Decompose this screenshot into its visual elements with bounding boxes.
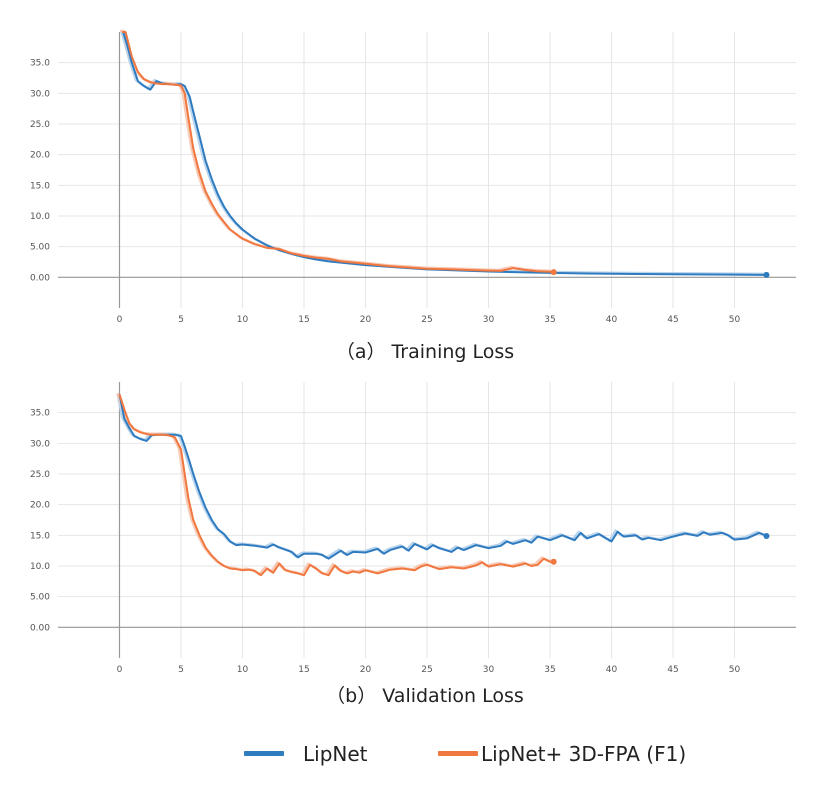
validation-fpa-line bbox=[118, 393, 554, 577]
validation-lipnet-line bbox=[118, 394, 767, 560]
validation-x-tick-label: 30 bbox=[483, 665, 495, 675]
training-x-tick-label: 35 bbox=[544, 315, 555, 325]
validation-y-tick-label: 10.0 bbox=[30, 562, 50, 572]
validation-x-tick-label: 10 bbox=[237, 665, 249, 675]
validation-tick-labels: 0 5 10 15 20 25 30 35 40 45 50 0.00 5.00 10.0 15.0 20.0… bbox=[30, 409, 741, 675]
training-x-tick-label: 25 bbox=[421, 315, 432, 325]
legend-label-lipnet: LipNet bbox=[303, 742, 368, 766]
validation-raw-lines bbox=[116, 392, 765, 576]
training-x-tick-label: 40 bbox=[606, 315, 618, 325]
training-y-tick-label: 25.0 bbox=[30, 120, 50, 130]
training-grid bbox=[58, 32, 796, 308]
validation-x-tick-label: 5 bbox=[178, 665, 184, 675]
validation-x-tick-label: 40 bbox=[606, 665, 618, 675]
validation-lipnet-endpoint bbox=[763, 532, 770, 539]
training-x-tick-label: 20 bbox=[360, 315, 372, 325]
validation-loss-caption: （b） Validation Loss bbox=[326, 685, 524, 707]
training-series bbox=[122, 31, 770, 278]
validation-y-tick-label: 5.00 bbox=[30, 593, 50, 603]
validation-x-tick-label: 45 bbox=[667, 665, 678, 675]
training-loss-caption: （a） Training Loss bbox=[336, 341, 514, 363]
validation-y-tick-label: 0.00 bbox=[30, 623, 50, 633]
training-loss-panel: 0 5 10 15 20 25 30 35 40 45 50 0.00 5.00 10.0 15.0 20.0… bbox=[30, 29, 796, 363]
validation-fpa-endpoint bbox=[550, 558, 557, 565]
training-fpa-line bbox=[122, 31, 554, 274]
training-x-tick-label: 30 bbox=[483, 315, 495, 325]
validation-x-tick-label: 20 bbox=[360, 665, 372, 675]
training-x-tick-label: 50 bbox=[729, 315, 741, 325]
training-y-tick-label: 15.0 bbox=[30, 181, 50, 191]
training-lipnet-raw-line bbox=[120, 30, 765, 276]
training-x-tick-label: 45 bbox=[667, 315, 678, 325]
validation-grid bbox=[58, 382, 796, 658]
training-lipnet-endpoint bbox=[763, 271, 770, 278]
validation-loss-panel: 0 5 10 15 20 25 30 35 40 45 50 0.00 5.00 10.0 15.0 20.0… bbox=[30, 382, 796, 707]
legend-label-fpa: LipNet+ 3D-FPA (F1) bbox=[481, 742, 686, 766]
training-y-tick-label: 5.00 bbox=[30, 243, 50, 253]
validation-y-tick-label: 30.0 bbox=[30, 439, 50, 449]
validation-x-tick-label: 35 bbox=[544, 665, 555, 675]
validation-x-tick-label: 0 bbox=[117, 665, 123, 675]
training-raw-lines bbox=[120, 29, 765, 276]
training-y-tick-label: 0.00 bbox=[30, 273, 50, 283]
training-y-tick-label: 20.0 bbox=[30, 151, 50, 161]
validation-y-tick-label: 35.0 bbox=[30, 409, 50, 419]
legend-swatch-lipnet bbox=[244, 751, 284, 756]
validation-y-tick-label: 25.0 bbox=[30, 470, 50, 480]
validation-y-tick-label: 15.0 bbox=[30, 531, 50, 541]
training-x-tick-label: 0 bbox=[117, 315, 123, 325]
training-fpa-raw-line bbox=[120, 29, 552, 273]
validation-x-tick-label: 25 bbox=[421, 665, 432, 675]
training-y-tick-label: 30.0 bbox=[30, 89, 50, 99]
validation-series bbox=[118, 393, 770, 577]
training-x-tick-label: 15 bbox=[298, 315, 309, 325]
training-lipnet-line bbox=[122, 31, 767, 276]
validation-x-tick-label: 15 bbox=[298, 665, 309, 675]
training-x-tick-label: 10 bbox=[237, 315, 249, 325]
legend: LipNet LipNet+ 3D-FPA (F1) bbox=[244, 742, 686, 766]
training-fpa-endpoint bbox=[550, 269, 557, 276]
training-y-tick-label: 35.0 bbox=[30, 59, 50, 69]
training-tick-labels: 0 5 10 15 20 25 30 35 40 45 50 0.00 5.00 10.0 15.0 20.0… bbox=[30, 59, 741, 325]
validation-lipnet-raw-line bbox=[116, 393, 765, 560]
legend-swatch-fpa bbox=[438, 751, 478, 756]
validation-y-tick-label: 20.0 bbox=[30, 501, 50, 511]
training-y-tick-label: 10.0 bbox=[30, 212, 50, 222]
validation-x-tick-label: 50 bbox=[729, 665, 741, 675]
training-x-tick-label: 5 bbox=[178, 315, 184, 325]
